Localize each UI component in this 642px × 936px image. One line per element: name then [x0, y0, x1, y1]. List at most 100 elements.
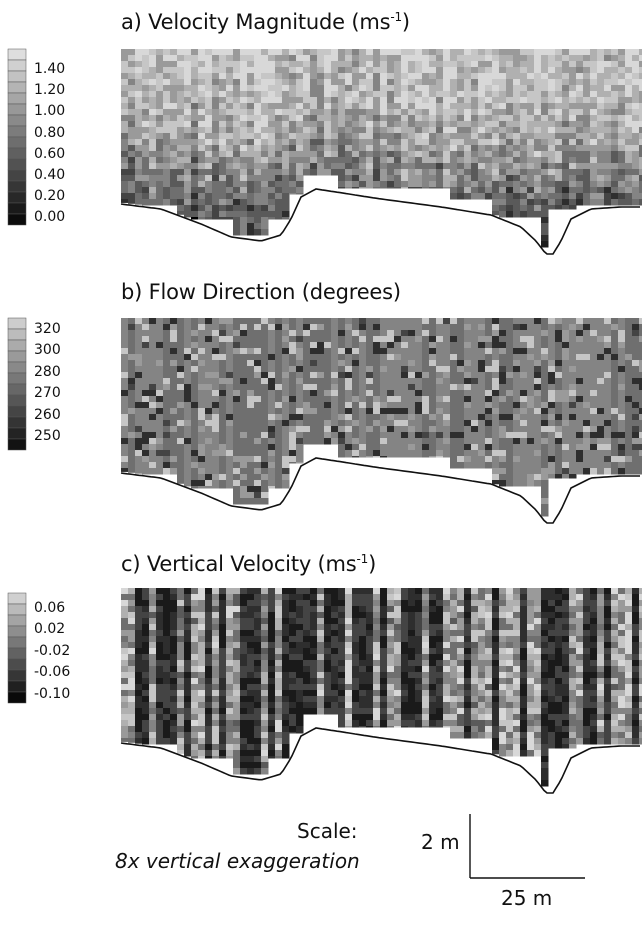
field-cell — [163, 103, 171, 110]
field-cell — [352, 342, 360, 349]
field-cell — [170, 109, 178, 116]
field-cell — [240, 229, 248, 236]
field-cell — [184, 348, 192, 355]
field-cell — [597, 103, 605, 110]
field-cell — [387, 85, 395, 92]
field-cell — [149, 79, 157, 86]
field-cell — [506, 109, 514, 116]
field-cell — [345, 618, 353, 625]
field-cell — [121, 738, 129, 742]
field-cell — [639, 336, 642, 343]
field-cell — [443, 324, 451, 331]
field-cell — [240, 175, 248, 182]
field-cell — [163, 145, 171, 152]
field-cell — [121, 175, 129, 182]
field-cell — [562, 360, 570, 367]
field-cell — [352, 61, 360, 68]
field-cell — [527, 402, 535, 409]
field-cell — [394, 366, 402, 373]
field-cell — [303, 139, 311, 146]
field-cell — [247, 157, 255, 164]
field-cell — [436, 97, 444, 104]
field-cell — [149, 408, 157, 415]
field-cell — [219, 624, 227, 631]
field-cell — [583, 432, 591, 439]
field-cell — [338, 97, 346, 104]
field-cell — [506, 127, 514, 134]
field-cell — [177, 127, 185, 134]
field-cell — [205, 187, 213, 194]
field-cell — [261, 750, 269, 757]
field-cell — [541, 390, 549, 397]
field-cell — [135, 624, 143, 631]
field-cell — [205, 366, 213, 373]
field-cell — [282, 79, 290, 86]
field-cell — [205, 750, 213, 757]
field-cell — [135, 324, 143, 331]
field-cell — [219, 696, 227, 703]
field-cell — [135, 618, 143, 625]
field-cell — [611, 456, 619, 463]
field-cell — [247, 205, 255, 212]
field-cell — [191, 594, 199, 601]
field-cell — [226, 378, 234, 385]
field-cell — [597, 360, 605, 367]
field-cell — [618, 103, 626, 110]
field-cell — [149, 366, 157, 373]
field-cell — [289, 666, 297, 673]
field-cell — [142, 456, 150, 463]
field-cell — [590, 121, 598, 128]
field-cell — [261, 738, 269, 745]
field-cell — [555, 402, 563, 409]
field-cell — [128, 67, 136, 74]
field-cell — [324, 55, 332, 62]
field-cell — [135, 678, 143, 685]
field-cell — [464, 157, 472, 164]
field-cell — [324, 169, 332, 176]
field-cell — [380, 630, 388, 637]
field-cell — [212, 384, 220, 391]
field-cell — [310, 169, 318, 176]
field-cell — [121, 606, 129, 613]
field-cell — [450, 109, 458, 116]
field-cell — [247, 366, 255, 373]
field-cell — [324, 618, 332, 625]
field-cell — [457, 151, 465, 158]
field-cell — [548, 115, 556, 122]
field-cell — [618, 378, 626, 385]
panel-c-title-sup: -1 — [356, 552, 369, 566]
field-cell — [338, 660, 346, 667]
field-cell — [121, 127, 129, 134]
field-cell — [240, 121, 248, 128]
field-cell — [121, 85, 129, 92]
field-cell — [331, 396, 339, 403]
field-cell — [184, 318, 192, 325]
field-cell — [352, 396, 360, 403]
field-cell — [527, 103, 535, 110]
field-cell — [317, 342, 325, 349]
field-cell — [359, 133, 367, 140]
field-cell — [212, 85, 220, 92]
field-cell — [541, 456, 549, 463]
field-cell — [422, 61, 430, 68]
field-cell — [464, 426, 472, 433]
field-cell — [485, 324, 493, 331]
field-cell — [254, 720, 262, 727]
field-cell — [527, 79, 535, 86]
field-cell — [282, 588, 290, 595]
field-cell — [205, 378, 213, 385]
field-cell — [163, 618, 171, 625]
field-cell — [373, 396, 381, 403]
field-cell — [310, 133, 318, 140]
field-cell — [520, 378, 528, 385]
field-cell — [303, 318, 311, 325]
field-cell — [289, 414, 297, 421]
field-cell — [184, 67, 192, 74]
field-cell — [408, 420, 416, 427]
field-cell — [142, 49, 150, 56]
field-cell — [226, 384, 234, 391]
field-cell — [226, 79, 234, 86]
field-cell — [142, 588, 150, 595]
field-cell — [226, 618, 234, 625]
field-cell — [170, 612, 178, 619]
